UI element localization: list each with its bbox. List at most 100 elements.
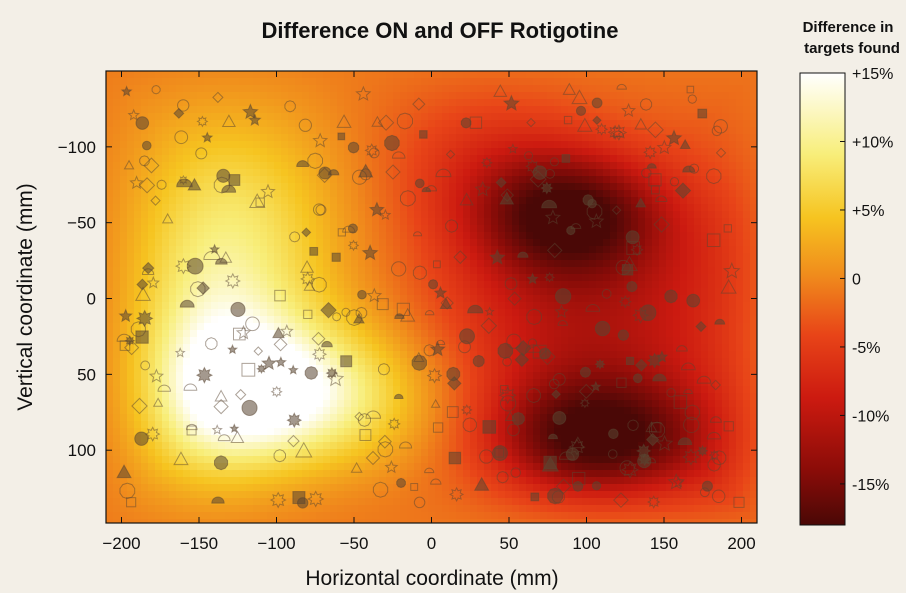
heatmap-cell — [449, 232, 457, 240]
heatmap-cell — [470, 323, 478, 331]
heatmap-cell — [617, 169, 625, 177]
heatmap-cell — [211, 442, 219, 450]
heatmap-cell — [106, 113, 114, 121]
heatmap-cell — [372, 134, 380, 142]
heatmap-cell — [295, 232, 303, 240]
heatmap-cell — [750, 400, 757, 408]
heatmap-cell — [295, 71, 303, 79]
heatmap-cell — [449, 141, 457, 149]
heatmap-cell — [673, 351, 681, 359]
heatmap-cell — [435, 351, 443, 359]
heatmap-cell — [141, 204, 149, 212]
heatmap-cell — [680, 295, 688, 303]
heatmap-cell — [351, 71, 359, 79]
heatmap-cell — [442, 330, 450, 338]
heatmap-cell — [463, 141, 471, 149]
heatmap-cell — [484, 358, 492, 366]
heatmap-cell — [645, 148, 653, 156]
heatmap-cell — [547, 407, 555, 415]
heatmap-cell — [246, 85, 254, 93]
heatmap-cell — [176, 393, 184, 401]
heatmap-cell — [127, 155, 135, 163]
heatmap-cell — [680, 365, 688, 373]
heatmap-cell — [211, 386, 219, 394]
heatmap-cell — [288, 316, 296, 324]
heatmap-cell — [204, 295, 212, 303]
heatmap-cell — [351, 99, 359, 107]
heatmap-cell — [680, 274, 688, 282]
heatmap-cell — [533, 358, 541, 366]
heatmap-cell — [365, 400, 373, 408]
heatmap-cell — [533, 232, 541, 240]
heatmap-cell — [316, 225, 324, 233]
heatmap-cell — [127, 323, 135, 331]
heatmap-cell — [442, 337, 450, 345]
heatmap-cell — [127, 246, 135, 254]
heatmap-cell — [323, 246, 331, 254]
heatmap-cell — [393, 400, 401, 408]
heatmap-cell — [533, 330, 541, 338]
heatmap-cell — [148, 106, 156, 114]
heatmap-cell — [407, 155, 415, 163]
heatmap-cell — [547, 232, 555, 240]
heatmap-cell — [568, 337, 576, 345]
heatmap-cell — [400, 400, 408, 408]
heatmap-cell — [393, 379, 401, 387]
heatmap-cell — [337, 351, 345, 359]
heatmap-cell — [400, 351, 408, 359]
heatmap-cell — [148, 414, 156, 422]
heatmap-cell — [288, 344, 296, 352]
heatmap-cell — [393, 190, 401, 198]
heatmap-cell — [631, 435, 639, 443]
heatmap-cell — [393, 372, 401, 380]
heatmap-cell — [491, 113, 499, 121]
heatmap-cell — [666, 365, 674, 373]
heatmap-cell — [421, 239, 429, 247]
heatmap-cell — [134, 407, 142, 415]
heatmap-cell — [575, 246, 583, 254]
heatmap-cell — [673, 393, 681, 401]
heatmap-cell — [407, 218, 415, 226]
heatmap-cell — [428, 330, 436, 338]
heatmap-cell — [162, 155, 170, 163]
heatmap-cell — [631, 71, 639, 79]
heatmap-cell — [652, 421, 660, 429]
heatmap-cell — [127, 260, 135, 268]
heatmap-cell — [148, 99, 156, 107]
heatmap-cell — [414, 113, 422, 121]
heatmap-cell — [407, 386, 415, 394]
heatmap-cell — [365, 232, 373, 240]
heatmap-cell — [218, 211, 226, 219]
heatmap-cell — [197, 78, 205, 86]
heatmap-cell — [561, 400, 569, 408]
heatmap-cell — [239, 253, 247, 261]
heatmap-cell — [617, 211, 625, 219]
heatmap-cell — [414, 393, 422, 401]
heatmap-cell — [701, 267, 709, 275]
heatmap-cell — [540, 330, 548, 338]
heatmap-cell — [288, 190, 296, 198]
heatmap-cell — [519, 295, 527, 303]
heatmap-cell — [169, 218, 177, 226]
heatmap-cell — [183, 113, 191, 121]
heatmap-cell — [162, 211, 170, 219]
heatmap-cell — [330, 428, 338, 436]
heatmap-cell — [386, 323, 394, 331]
heatmap-cell — [624, 218, 632, 226]
heatmap-cell — [232, 92, 240, 100]
heatmap-cell — [519, 274, 527, 282]
heatmap-cell — [120, 232, 128, 240]
heatmap-cell — [638, 393, 646, 401]
heatmap-cell — [253, 211, 261, 219]
heatmap-cell — [477, 176, 485, 184]
heatmap-cell — [512, 155, 520, 163]
heatmap-cell — [379, 148, 387, 156]
heatmap-cell — [274, 393, 282, 401]
heatmap-cell — [582, 120, 590, 128]
heatmap-cell — [162, 288, 170, 296]
heatmap-cell — [169, 246, 177, 254]
heatmap-cell — [358, 309, 366, 317]
heatmap-cell — [547, 190, 555, 198]
heatmap-cell — [316, 239, 324, 247]
heatmap-cell — [652, 99, 660, 107]
